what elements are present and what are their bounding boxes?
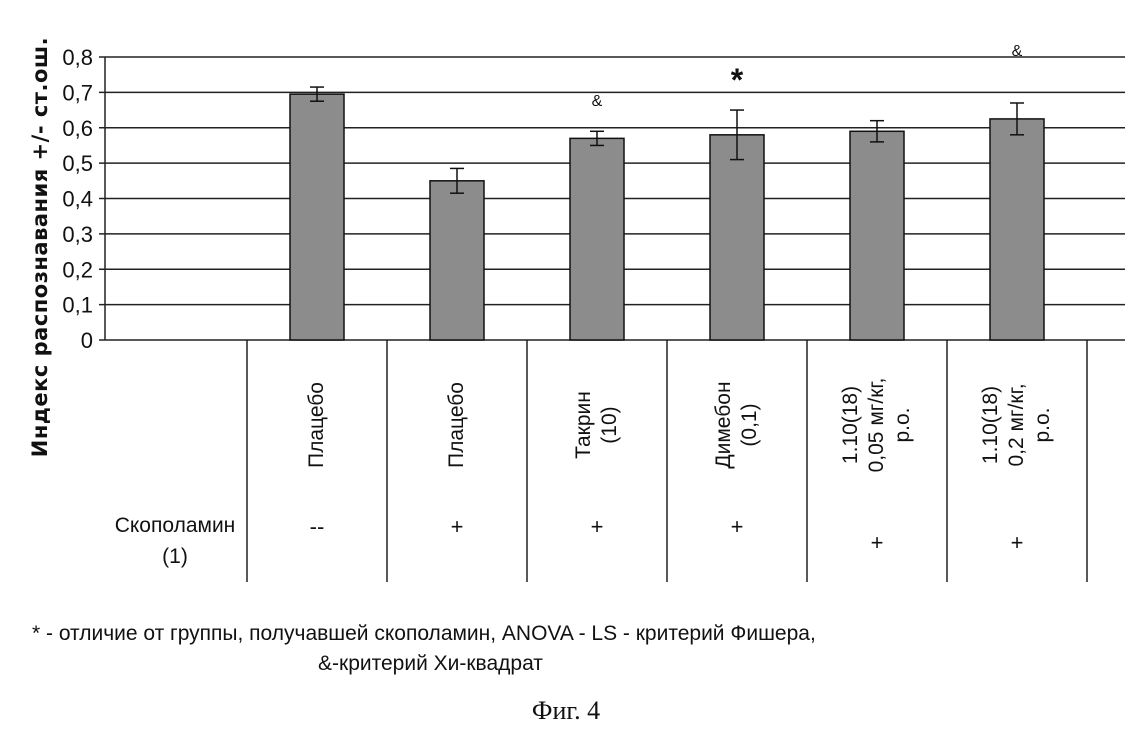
significance-mark: * xyxy=(717,62,757,99)
y-tick-label: 0,6 xyxy=(62,116,93,141)
footnote-line-1: * - отличие от группы, получавшей скопол… xyxy=(32,622,816,646)
scopolamine-marker: + xyxy=(717,514,757,540)
y-tick-label: 0,1 xyxy=(62,293,93,318)
y-axis-title: Индекс распознавания +/- ст.ош. xyxy=(28,7,52,487)
y-tick-label: 0,4 xyxy=(62,187,93,212)
category-label: Такрин (10) xyxy=(571,325,623,525)
bar xyxy=(990,119,1044,340)
y-tick-label: 0,5 xyxy=(62,151,93,176)
significance-mark: & xyxy=(997,43,1037,61)
bar xyxy=(710,135,764,340)
bar xyxy=(570,138,624,340)
y-tick-label: 0,3 xyxy=(62,222,93,247)
scopolamine-marker: -- xyxy=(297,514,337,540)
category-label: Димебон (0,1) xyxy=(711,325,763,525)
scopolamine-marker: + xyxy=(437,514,477,540)
scopolamine-marker: + xyxy=(857,530,897,556)
bar xyxy=(850,131,904,340)
category-label: Плацебо xyxy=(444,325,470,525)
bar xyxy=(430,181,484,340)
scopolamine-row-title: Скополамин (1) xyxy=(95,510,255,572)
category-label: Плацебо xyxy=(304,325,330,525)
y-tick-label: 0,8 xyxy=(62,45,93,70)
y-tick-label: 0 xyxy=(81,328,93,353)
category-label: 1.10(18) 0,2 мг/кг, р.о. xyxy=(978,325,1056,525)
scopolamine-marker: + xyxy=(577,514,617,540)
significance-mark: & xyxy=(577,93,617,111)
scopolamine-marker: + xyxy=(997,530,1037,556)
figure-caption: Фиг. 4 xyxy=(0,696,1132,726)
category-label: 1.10(18) 0,05 мг/кг, р.о. xyxy=(838,325,916,525)
bar xyxy=(290,94,344,340)
y-tick-label: 0,7 xyxy=(62,80,93,105)
y-tick-label: 0,2 xyxy=(62,257,93,282)
footnote-line-2: &-критерий Хи-квадрат xyxy=(318,652,543,676)
